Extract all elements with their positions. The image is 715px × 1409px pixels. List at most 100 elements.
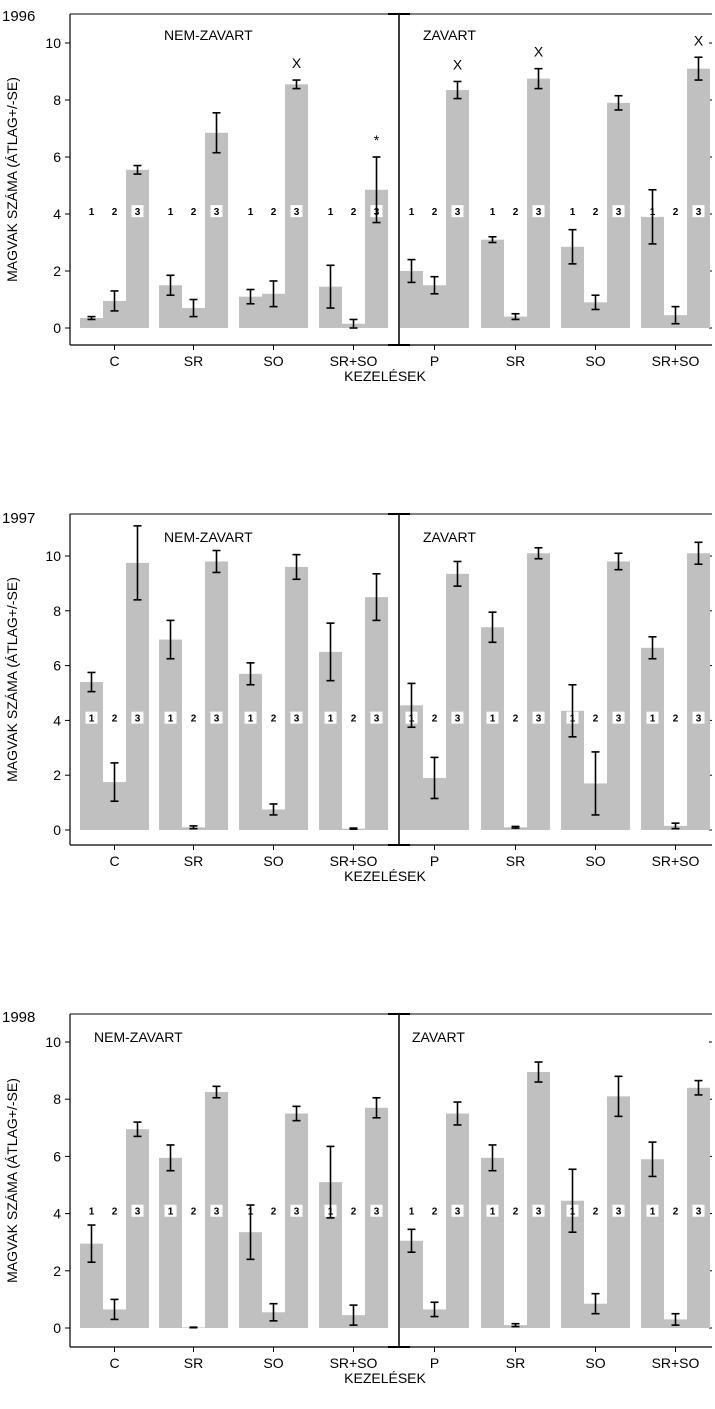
position-label-box bbox=[532, 711, 545, 724]
position-label-box bbox=[210, 205, 223, 218]
position-label: 2 bbox=[271, 207, 277, 218]
bar bbox=[319, 1182, 342, 1328]
position-label-box bbox=[347, 711, 360, 724]
position-label-box bbox=[405, 205, 418, 218]
position-label-box bbox=[370, 1204, 383, 1217]
category-label: SR+SO bbox=[330, 353, 378, 369]
position-label: 3 bbox=[214, 207, 220, 218]
position-label: 3 bbox=[455, 714, 461, 725]
category-label: SR bbox=[184, 353, 203, 369]
bar bbox=[527, 553, 550, 830]
category-label: SO bbox=[263, 853, 283, 869]
significance-marker: X bbox=[292, 55, 302, 71]
bar bbox=[159, 285, 182, 328]
position-label-box bbox=[164, 711, 177, 724]
position-label: 1 bbox=[328, 207, 334, 218]
position-label-box bbox=[187, 205, 200, 218]
position-label: 1 bbox=[168, 207, 174, 218]
position-label: 3 bbox=[214, 714, 220, 725]
position-label: 3 bbox=[294, 714, 300, 725]
bar bbox=[481, 1157, 504, 1328]
panel-label: ZAVART bbox=[423, 27, 476, 43]
bar bbox=[641, 216, 664, 328]
position-label-box bbox=[509, 711, 522, 724]
y-tick-label: 8 bbox=[53, 603, 61, 619]
category-label: SR bbox=[184, 1355, 203, 1371]
position-label: 2 bbox=[593, 714, 599, 725]
position-label: 2 bbox=[351, 1207, 357, 1218]
bar bbox=[80, 1243, 103, 1328]
position-label: 2 bbox=[673, 714, 679, 725]
panel-label: NEM-ZAVART bbox=[164, 27, 253, 43]
position-label-box bbox=[589, 1204, 602, 1217]
position-label: 2 bbox=[191, 714, 197, 725]
bar bbox=[262, 293, 285, 328]
y-tick-label: 0 bbox=[53, 822, 61, 838]
position-label-box bbox=[187, 1204, 200, 1217]
position-label-box bbox=[131, 205, 144, 218]
position-label-box bbox=[566, 205, 579, 218]
position-label-box bbox=[85, 711, 98, 724]
position-label-box bbox=[669, 1204, 682, 1217]
position-label-box bbox=[692, 711, 705, 724]
bar bbox=[561, 246, 584, 328]
position-label-box bbox=[428, 1204, 441, 1217]
position-label-box bbox=[405, 1204, 418, 1217]
bar bbox=[205, 561, 228, 830]
bar bbox=[607, 561, 630, 830]
bar bbox=[423, 285, 446, 328]
bar bbox=[80, 682, 103, 830]
position-label-box bbox=[324, 711, 337, 724]
position-label-box bbox=[451, 1204, 464, 1217]
category-label: P bbox=[430, 353, 439, 369]
position-label: 2 bbox=[112, 714, 118, 725]
position-label: 2 bbox=[432, 207, 438, 218]
position-label: 1 bbox=[89, 1207, 95, 1218]
bar bbox=[584, 1303, 607, 1328]
position-label-box bbox=[244, 205, 257, 218]
y-tick-label: 0 bbox=[53, 1320, 61, 1336]
bar bbox=[423, 1309, 446, 1328]
position-label-box bbox=[267, 711, 280, 724]
bar bbox=[126, 169, 149, 328]
position-label-box bbox=[532, 1204, 545, 1217]
position-label-box bbox=[267, 205, 280, 218]
chart-1998: 1998 0 2 4 6 8 10 MAGVAK SZÁMA (ÁTLAG+/-SE) KEZE… bbox=[2, 1009, 712, 1386]
bar bbox=[103, 782, 126, 830]
y-tick-label: 2 bbox=[53, 263, 61, 279]
category-label: SR+SO bbox=[652, 1355, 700, 1371]
y-tick-label: 6 bbox=[53, 658, 61, 674]
position-label-box bbox=[612, 205, 625, 218]
position-label: 3 bbox=[696, 207, 702, 218]
significance-marker: X bbox=[694, 32, 704, 48]
panel-label: NEM-ZAVART bbox=[164, 529, 253, 545]
category-label: SO bbox=[585, 853, 605, 869]
bar bbox=[641, 1159, 664, 1328]
x-axis-label: KEZELÉSEK bbox=[344, 868, 426, 884]
position-label-box bbox=[210, 1204, 223, 1217]
bar bbox=[159, 1157, 182, 1328]
chart-title: 1998 bbox=[2, 1009, 35, 1026]
position-label-box bbox=[486, 205, 499, 218]
position-label: 2 bbox=[191, 207, 197, 218]
position-label: 2 bbox=[513, 207, 519, 218]
bar bbox=[446, 573, 469, 830]
category-label: SO bbox=[263, 353, 283, 369]
category-label: SR+SO bbox=[652, 353, 700, 369]
bar bbox=[80, 318, 103, 328]
position-label: 3 bbox=[536, 714, 542, 725]
position-label-box bbox=[108, 711, 121, 724]
position-label: 2 bbox=[593, 207, 599, 218]
position-label: 1 bbox=[89, 714, 95, 725]
bar bbox=[481, 627, 504, 830]
position-label-box bbox=[108, 1204, 121, 1217]
position-label: 1 bbox=[570, 207, 576, 218]
position-label: 3 bbox=[135, 207, 141, 218]
y-tick-label: 10 bbox=[45, 35, 61, 51]
bar bbox=[400, 1240, 423, 1328]
bar bbox=[527, 78, 550, 328]
y-tick-label: 6 bbox=[53, 1148, 61, 1164]
position-label: 2 bbox=[513, 714, 519, 725]
position-label: 1 bbox=[328, 714, 334, 725]
position-label-box bbox=[290, 711, 303, 724]
